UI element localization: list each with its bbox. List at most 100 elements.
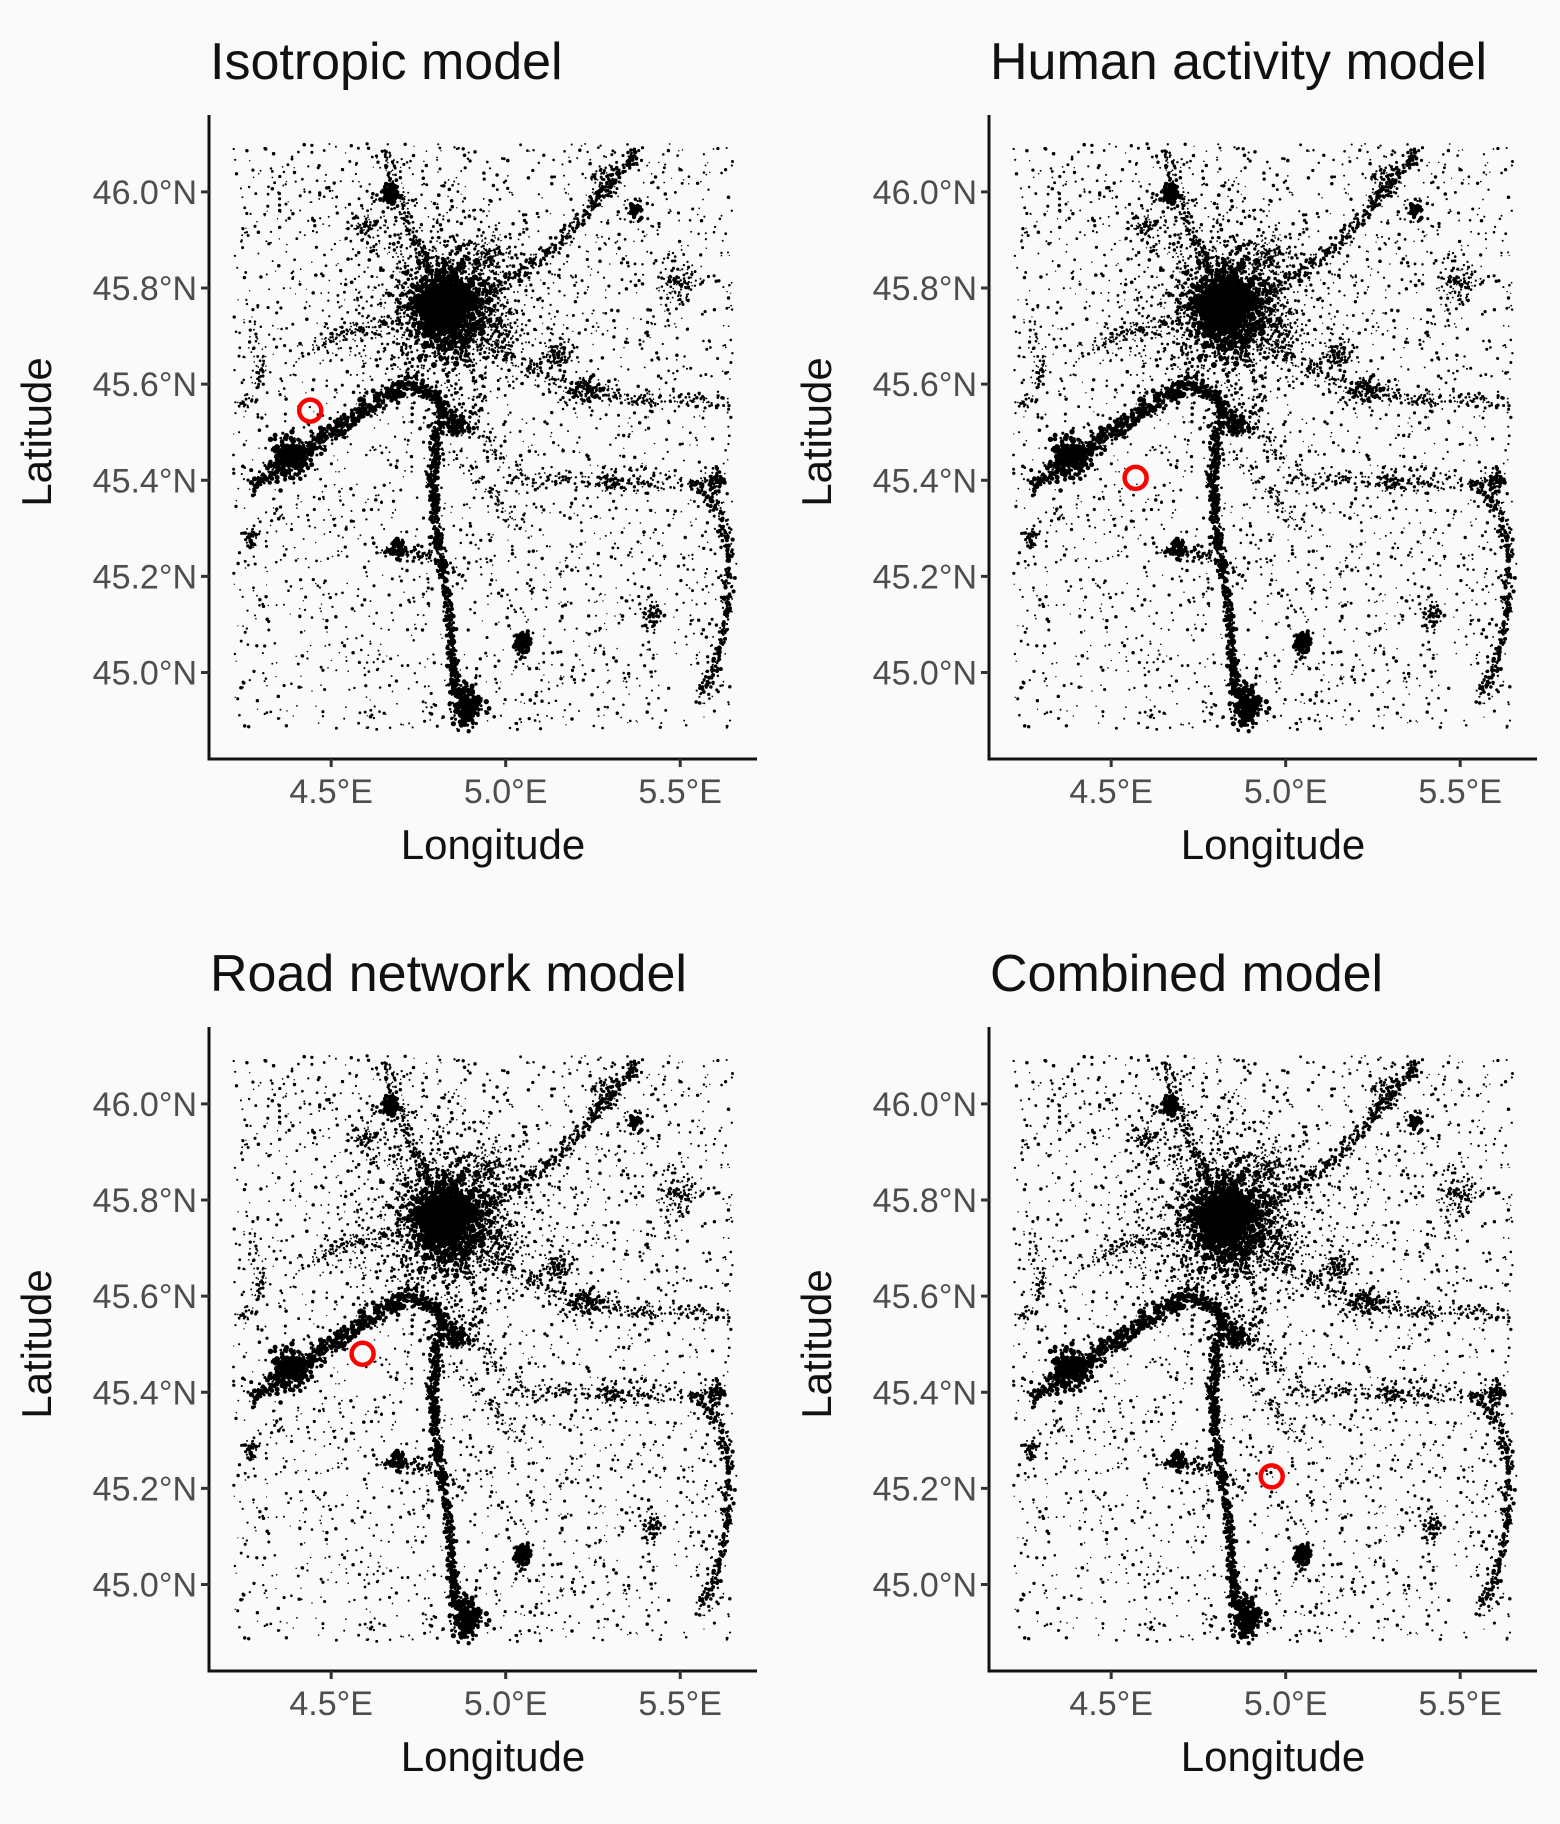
built-up-point — [620, 717, 622, 719]
built-up-point — [711, 583, 713, 585]
built-up-point — [662, 545, 664, 547]
built-up-point — [290, 210, 292, 212]
built-up-point — [679, 579, 682, 582]
built-up-point — [604, 623, 605, 624]
built-up-point — [402, 416, 403, 417]
built-up-point — [511, 552, 515, 556]
built-up-point — [552, 159, 555, 162]
built-up-point — [462, 517, 463, 518]
built-up-point — [322, 359, 324, 361]
built-up-point — [605, 290, 606, 291]
built-up-point — [729, 361, 732, 364]
built-up-point — [298, 616, 301, 619]
built-up-point — [640, 522, 642, 524]
built-up-point — [402, 724, 404, 726]
built-up-point — [651, 323, 653, 325]
built-up-point — [307, 220, 309, 222]
built-up-point — [268, 605, 269, 606]
built-up-point — [467, 567, 470, 570]
built-up-point — [291, 523, 293, 525]
built-up-point — [419, 662, 421, 664]
built-up-point — [266, 711, 269, 714]
built-up-point — [612, 697, 615, 700]
built-up-point — [615, 437, 617, 439]
built-up-point — [591, 669, 594, 672]
built-up-point — [658, 685, 660, 687]
built-up-point — [353, 527, 355, 529]
built-up-point — [646, 599, 648, 601]
built-up-point — [554, 274, 556, 276]
built-up-point — [238, 714, 241, 717]
built-up-point — [322, 491, 324, 493]
built-up-point — [540, 279, 541, 280]
built-up-point — [237, 402, 239, 404]
built-up-point — [541, 299, 544, 302]
built-up-point — [550, 182, 553, 185]
built-up-point — [375, 337, 377, 339]
built-up-point — [447, 335, 451, 339]
built-up-point — [376, 414, 378, 416]
built-up-point — [621, 614, 625, 618]
built-up-point — [728, 703, 730, 705]
built-up-point — [641, 551, 643, 553]
built-up-point — [285, 183, 287, 185]
built-up-point — [311, 388, 314, 391]
built-up-point — [691, 589, 694, 592]
built-up-point — [373, 622, 376, 625]
built-up-point — [587, 289, 588, 290]
built-up-point — [263, 644, 266, 647]
built-up-point — [249, 489, 251, 491]
built-up-point — [634, 284, 636, 286]
built-up-point — [343, 404, 346, 407]
built-up-point — [285, 251, 287, 253]
built-up-point — [444, 503, 446, 505]
built-up-point — [245, 228, 246, 229]
built-up-point — [606, 221, 610, 225]
built-up-point — [318, 722, 320, 724]
built-up-point — [417, 614, 419, 616]
built-up-point — [505, 616, 509, 620]
built-up-point — [482, 210, 485, 213]
built-up-point — [243, 319, 244, 320]
built-up-point — [487, 595, 489, 597]
built-up-point — [273, 338, 276, 341]
built-up-point — [522, 228, 524, 230]
built-up-point — [597, 686, 599, 688]
built-up-point — [249, 320, 252, 323]
built-up-point — [692, 619, 694, 621]
built-up-point — [362, 508, 366, 512]
built-up-point — [636, 292, 637, 293]
built-up-point — [549, 581, 551, 583]
built-up-point — [455, 558, 457, 560]
built-up-point — [543, 574, 544, 575]
built-up-point — [650, 593, 653, 596]
built-up-point — [581, 173, 584, 176]
built-up-point — [440, 486, 443, 489]
built-up-point — [389, 463, 392, 466]
built-up-point — [493, 654, 495, 656]
built-up-point — [695, 603, 697, 605]
built-up-point — [337, 301, 340, 304]
built-up-point — [295, 656, 297, 658]
built-up-point — [619, 455, 621, 457]
built-up-point — [531, 535, 533, 537]
built-up-point — [325, 340, 327, 342]
built-up-point — [287, 589, 290, 592]
built-up-point — [515, 722, 518, 725]
built-up-point — [707, 542, 709, 544]
built-up-point — [467, 561, 470, 564]
built-up-point — [267, 620, 270, 623]
built-up-point — [401, 158, 403, 160]
built-up-point — [652, 225, 655, 228]
built-up-point — [611, 149, 614, 152]
built-up-point — [466, 242, 470, 246]
built-up-point — [724, 371, 728, 375]
built-up-point — [425, 164, 429, 168]
built-up-point — [686, 368, 688, 370]
built-up-point — [324, 485, 327, 488]
built-up-point — [341, 641, 344, 644]
built-up-point — [275, 530, 277, 532]
built-up-point — [571, 669, 574, 672]
built-up-point — [725, 346, 727, 348]
built-up-point — [265, 566, 267, 568]
